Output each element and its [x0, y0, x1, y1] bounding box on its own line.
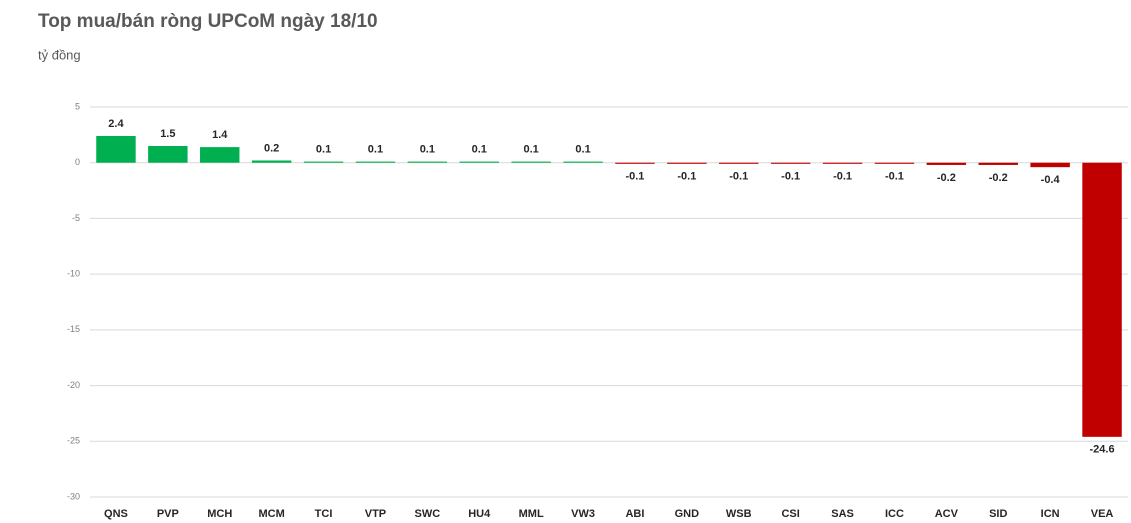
- y-tick-label: -15: [67, 324, 80, 334]
- bar: [978, 162, 1018, 165]
- value-label: 0.1: [472, 144, 487, 156]
- value-label: 1.5: [160, 128, 175, 140]
- y-tick-label: -25: [67, 436, 80, 446]
- x-tick-label: MCM: [259, 508, 285, 520]
- x-tick-label: PVP: [157, 508, 179, 520]
- x-tick-label: QNS: [104, 508, 128, 520]
- x-tick-label: ICC: [885, 508, 904, 520]
- y-tick-label: 0: [75, 157, 80, 167]
- x-tick-label: SAS: [831, 508, 854, 520]
- bar: [874, 162, 915, 164]
- bar: [459, 161, 499, 163]
- x-tick-label: VEA: [1091, 508, 1114, 520]
- chart-title: Top mua/bán ròng UPCoM ngày 18/10: [38, 11, 378, 32]
- value-label: -0.1: [833, 171, 852, 183]
- x-tick-label: MCH: [207, 508, 232, 520]
- bar: [148, 146, 188, 163]
- x-tick-label: CSI: [781, 508, 799, 520]
- x-tick-label: GND: [675, 508, 700, 520]
- bar: [667, 162, 707, 164]
- y-tick-label: -10: [67, 269, 80, 279]
- bar: [770, 162, 811, 164]
- bar: [251, 160, 292, 163]
- value-label: 2.4: [108, 118, 124, 130]
- bar: [563, 161, 603, 163]
- value-label: 0.2: [264, 142, 279, 154]
- x-tick-label: ACV: [935, 508, 959, 520]
- value-label: -0.1: [781, 171, 800, 183]
- value-label: -0.2: [937, 172, 956, 184]
- x-tick-label: VW3: [571, 508, 595, 520]
- bar: [303, 161, 344, 163]
- value-label: 0.1: [368, 144, 383, 156]
- y-tick-label: -20: [67, 380, 80, 390]
- x-tick-label: MML: [519, 508, 544, 520]
- bar: [200, 147, 240, 163]
- bar: [719, 162, 759, 164]
- y-axis-label: tỷ đồng: [38, 47, 81, 62]
- bar: [926, 162, 967, 165]
- value-label: 0.1: [316, 144, 331, 156]
- bar: [355, 161, 396, 163]
- value-label: -0.1: [729, 171, 748, 183]
- bar: [822, 162, 863, 164]
- bar: [1030, 162, 1070, 168]
- value-label: 0.1: [524, 144, 539, 156]
- x-tick-label: ICN: [1041, 508, 1060, 520]
- value-label: -0.2: [989, 172, 1008, 184]
- value-label: 0.1: [420, 144, 435, 156]
- value-label: -24.6: [1090, 444, 1115, 456]
- y-tick-label: 5: [75, 101, 80, 111]
- bar: [96, 135, 136, 163]
- x-tick-label: VTP: [365, 508, 386, 520]
- x-tick-label: ABI: [625, 508, 644, 520]
- bar: [1082, 162, 1122, 437]
- value-label: 0.1: [575, 144, 590, 156]
- bar: [615, 162, 655, 164]
- y-tick-label: -30: [67, 491, 80, 501]
- bar: [511, 161, 551, 163]
- x-tick-label: TCI: [315, 508, 333, 520]
- x-tick-label: HU4: [468, 508, 491, 520]
- y-tick-label: -5: [72, 213, 80, 223]
- value-label: 1.4: [212, 129, 228, 141]
- value-label: -0.4: [1041, 174, 1061, 186]
- value-label: -0.1: [885, 171, 904, 183]
- x-tick-label: WSB: [726, 508, 752, 520]
- value-label: -0.1: [677, 171, 696, 183]
- bar: [407, 161, 448, 163]
- x-tick-label: SID: [989, 508, 1007, 520]
- x-tick-label: SWC: [415, 508, 441, 520]
- value-label: -0.1: [625, 171, 644, 183]
